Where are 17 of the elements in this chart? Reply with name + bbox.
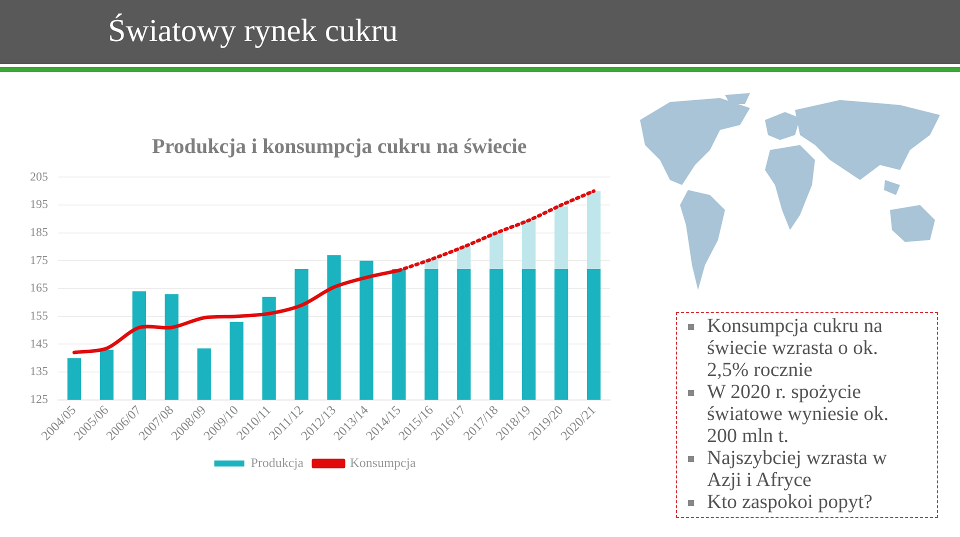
text: Konsumpcja cukru na świecie wzrasta o ok. 2,5% rocznie bbox=[707, 315, 884, 381]
y-tick-label: 165 bbox=[30, 280, 48, 295]
y-tick-label: 205 bbox=[30, 169, 48, 184]
text: Kto zaspokoi popyt? bbox=[707, 491, 874, 513]
y-tick-label: 185 bbox=[30, 225, 48, 240]
legend-label: Konsumpcja bbox=[350, 454, 416, 470]
y-tick-label: 125 bbox=[30, 392, 48, 406]
y-tick-label: 195 bbox=[30, 197, 48, 212]
text: Najszybciej wzrasta w Azji i Afryce bbox=[707, 447, 888, 491]
chart-title: Produkcja i konsumpcja cukru na świecie bbox=[152, 134, 527, 159]
text: W 2020 r. spożycie światowe wyniesie ok. 200 mln t. bbox=[707, 381, 890, 447]
chart-subtitle: Światowy rynek cukru bbox=[108, 12, 398, 49]
y-tick-label: 175 bbox=[30, 252, 48, 267]
legend-label: Produkcja bbox=[250, 454, 304, 470]
y-tick-label: 135 bbox=[30, 364, 48, 378]
y-tick-label: 145 bbox=[30, 336, 48, 350]
y-tick-label: 155 bbox=[30, 308, 48, 323]
